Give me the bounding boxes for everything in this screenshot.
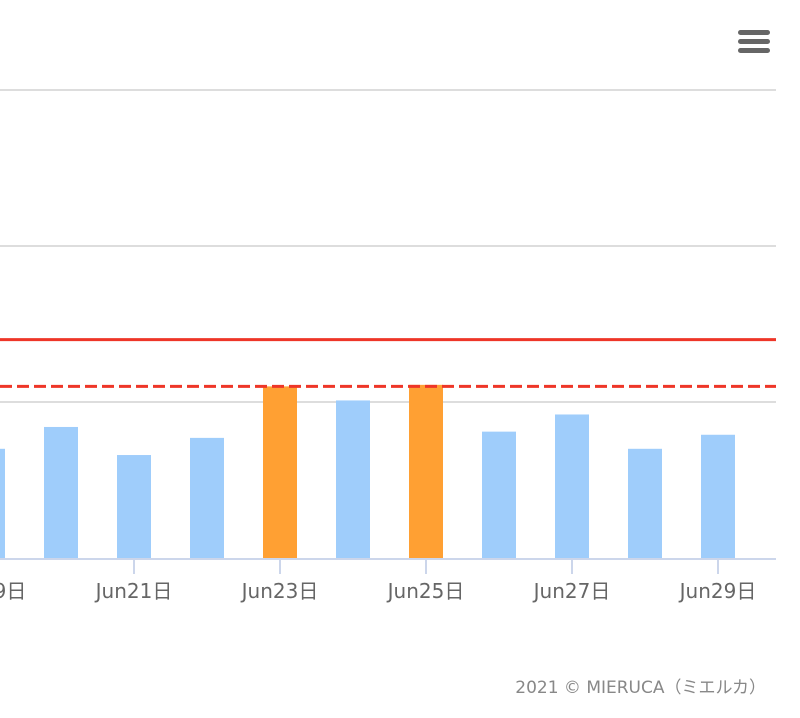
bar [117,455,151,558]
x-axis-tick-label: Jun21日 [94,579,173,603]
bar [701,434,735,558]
credit-text: 2021 © MIERUCA（ミエルカ） [515,678,766,698]
x-axis-tick-label: Jun27日 [532,579,611,603]
bar [628,448,662,558]
bar [44,426,78,558]
hamburger-menu-icon[interactable] [736,30,772,58]
x-axis: Jun19日 Jun21日 Jun23日 Jun25日 Jun27日 Jun29日 [0,558,776,603]
grid-lines [0,89,776,403]
x-axis-tick-label: Jun19日 [0,579,26,603]
bar-highlighted [263,386,297,558]
x-axis-tick-label: Jun25日 [386,579,465,603]
bar-series [0,384,735,558]
x-axis-tick-label: Jun29日 [678,579,757,603]
bar [482,431,516,558]
x-axis-tick-label: Jun23日 [240,579,319,603]
bar-highlighted [409,384,443,558]
reference-lines [0,338,776,388]
bar [0,448,5,558]
bar [336,400,370,558]
bar [555,414,589,558]
bar [190,437,224,558]
